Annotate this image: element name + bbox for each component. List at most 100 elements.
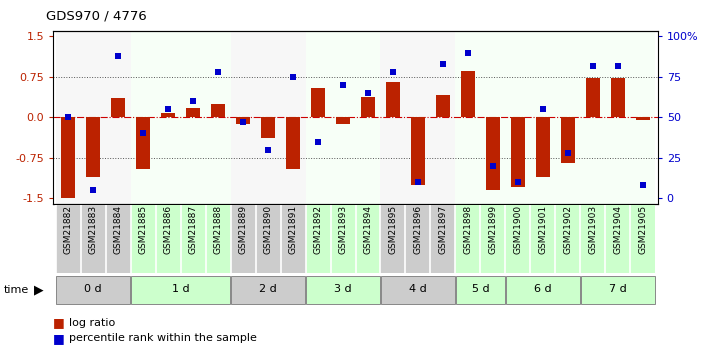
Bar [306,31,380,204]
Bar [261,117,275,138]
Text: 3 d: 3 d [334,284,352,294]
Bar [386,82,400,117]
Bar [386,82,400,117]
Bar [580,205,655,273]
Text: GSM21895: GSM21895 [388,205,397,254]
Text: ■: ■ [53,332,65,345]
Bar [336,117,350,124]
Bar [636,117,650,120]
Text: GSM21896: GSM21896 [413,205,422,254]
Bar [56,31,131,204]
Bar [506,205,580,273]
Text: percentile rank within the sample: percentile rank within the sample [69,333,257,343]
Bar [230,31,306,204]
Bar [436,95,450,117]
FancyBboxPatch shape [306,276,380,304]
FancyBboxPatch shape [231,276,305,304]
Bar [236,117,250,124]
Bar [161,113,175,117]
Bar [586,78,599,117]
Bar [131,31,230,204]
Text: GSM21884: GSM21884 [114,205,123,254]
Bar [611,79,624,117]
Bar [61,117,75,198]
Bar [186,108,200,117]
Text: GSM21890: GSM21890 [264,205,272,254]
Bar [436,95,450,117]
Text: GSM21900: GSM21900 [513,205,523,254]
Bar [561,117,574,163]
Text: 7 d: 7 d [609,284,626,294]
Bar [611,79,624,117]
Bar [511,117,525,187]
Text: GSM21904: GSM21904 [613,205,622,254]
Bar [211,104,225,117]
Text: 0 d: 0 d [85,284,102,294]
Bar [87,117,100,177]
Bar [636,117,650,120]
FancyBboxPatch shape [132,276,230,304]
Bar [336,117,350,124]
Text: GSM21892: GSM21892 [314,205,323,254]
FancyBboxPatch shape [506,276,579,304]
Text: GSM21886: GSM21886 [164,205,173,254]
Bar [486,117,500,190]
Bar [311,88,325,117]
Bar [586,78,599,117]
Bar [380,31,455,204]
Text: GSM21889: GSM21889 [239,205,247,254]
Text: GSM21882: GSM21882 [64,205,73,254]
Bar [361,97,375,117]
Bar [511,117,525,187]
Bar [186,108,200,117]
Bar [506,31,580,204]
Text: 2 d: 2 d [260,284,277,294]
Bar [380,205,455,273]
Text: ■: ■ [53,316,65,329]
Bar [137,117,150,168]
Text: GSM21883: GSM21883 [89,205,98,254]
Bar [287,117,300,168]
Bar [311,88,325,117]
FancyBboxPatch shape [381,276,455,304]
Text: GSM21902: GSM21902 [563,205,572,254]
Bar [536,117,550,177]
Bar [411,117,424,185]
Text: time: time [4,285,29,295]
Bar [137,117,150,168]
Bar [112,98,125,117]
Bar [211,104,225,117]
Text: GSM21898: GSM21898 [464,205,472,254]
Bar [287,117,300,168]
Text: GSM21905: GSM21905 [638,205,647,254]
Bar [87,117,100,177]
Bar [61,117,75,198]
Bar [161,113,175,117]
Bar [455,205,506,273]
Bar [361,97,375,117]
Bar [461,71,475,117]
Bar [230,205,306,273]
Text: GSM21899: GSM21899 [488,205,498,254]
Bar [536,117,550,177]
Bar [306,205,380,273]
Text: log ratio: log ratio [69,318,115,327]
Text: GSM21903: GSM21903 [588,205,597,254]
Text: 1 d: 1 d [172,284,190,294]
Text: GSM21897: GSM21897 [439,205,447,254]
Bar [56,205,131,273]
Bar [455,31,506,204]
Bar [411,117,424,185]
Bar [486,117,500,190]
Bar [461,71,475,117]
Text: GSM21888: GSM21888 [213,205,223,254]
Text: GSM21887: GSM21887 [188,205,198,254]
Bar [236,117,250,124]
Bar [112,98,125,117]
Text: 6 d: 6 d [534,284,552,294]
Text: 4 d: 4 d [409,284,427,294]
Bar [580,31,655,204]
Text: GSM21901: GSM21901 [538,205,547,254]
Text: GSM21894: GSM21894 [363,205,373,254]
Bar [261,117,275,138]
